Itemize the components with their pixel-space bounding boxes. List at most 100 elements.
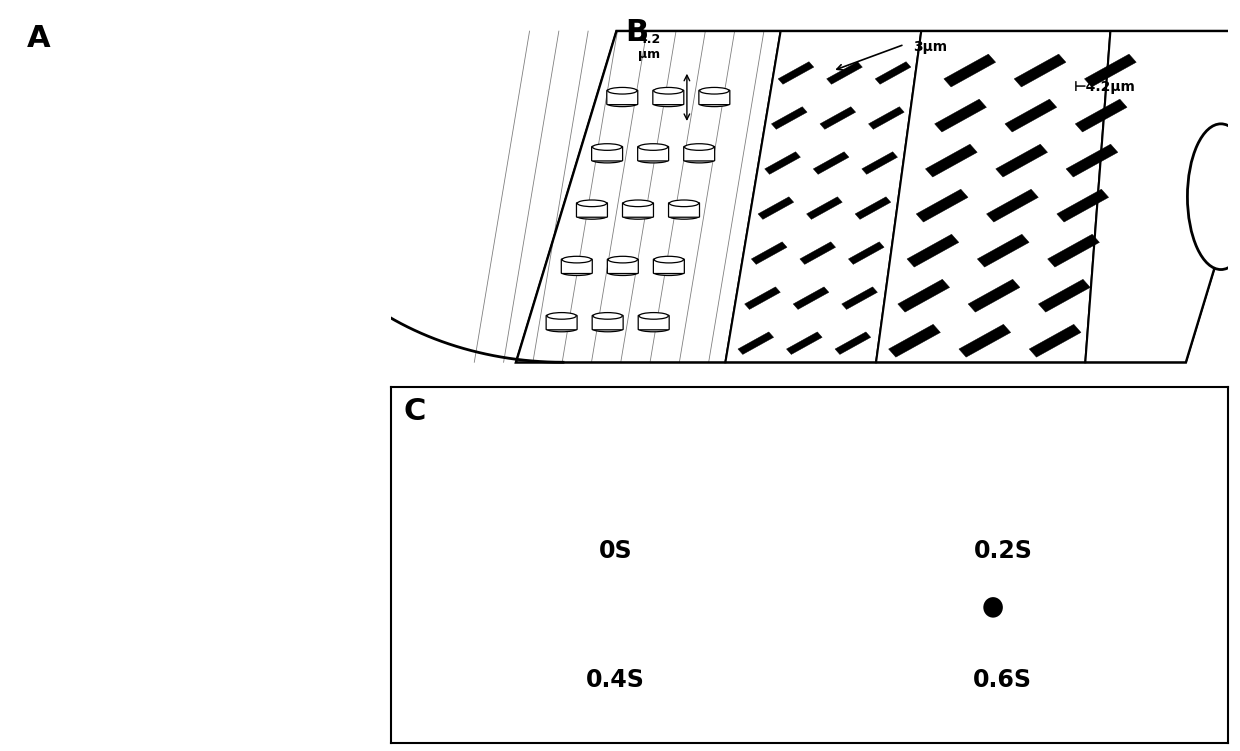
- Ellipse shape: [608, 256, 637, 263]
- FancyBboxPatch shape: [653, 259, 684, 273]
- Ellipse shape: [562, 270, 591, 276]
- Polygon shape: [875, 62, 911, 84]
- Polygon shape: [1004, 99, 1056, 132]
- Ellipse shape: [670, 214, 698, 219]
- Polygon shape: [771, 107, 807, 129]
- Polygon shape: [786, 332, 822, 354]
- FancyBboxPatch shape: [577, 203, 608, 217]
- Ellipse shape: [653, 101, 683, 107]
- Polygon shape: [745, 287, 780, 309]
- FancyBboxPatch shape: [639, 315, 670, 330]
- Polygon shape: [1085, 54, 1136, 87]
- Ellipse shape: [639, 143, 668, 150]
- Ellipse shape: [655, 256, 683, 263]
- Polygon shape: [1056, 189, 1109, 222]
- Polygon shape: [835, 332, 870, 354]
- Polygon shape: [813, 152, 849, 174]
- Text: C: C: [403, 397, 425, 427]
- Text: B: B: [625, 18, 649, 47]
- Ellipse shape: [987, 470, 1117, 485]
- Polygon shape: [925, 144, 977, 177]
- Ellipse shape: [593, 312, 622, 319]
- Polygon shape: [1048, 234, 1100, 267]
- Polygon shape: [820, 107, 856, 129]
- Ellipse shape: [920, 466, 968, 490]
- Polygon shape: [1066, 144, 1117, 177]
- Ellipse shape: [624, 469, 704, 487]
- Polygon shape: [738, 332, 774, 354]
- Polygon shape: [916, 189, 968, 222]
- Ellipse shape: [983, 597, 1003, 617]
- Ellipse shape: [624, 214, 652, 219]
- Text: 0S: 0S: [599, 539, 632, 562]
- Ellipse shape: [670, 200, 698, 207]
- Polygon shape: [779, 62, 813, 84]
- Bar: [954, 472, 987, 484]
- Polygon shape: [868, 107, 904, 129]
- Polygon shape: [725, 31, 921, 362]
- Ellipse shape: [699, 101, 729, 107]
- Ellipse shape: [578, 200, 606, 207]
- Ellipse shape: [547, 327, 577, 332]
- Polygon shape: [827, 62, 862, 84]
- Text: 0.4S: 0.4S: [587, 668, 645, 692]
- Polygon shape: [996, 144, 1048, 177]
- FancyBboxPatch shape: [699, 90, 730, 104]
- Polygon shape: [862, 152, 898, 174]
- Ellipse shape: [526, 599, 608, 616]
- Ellipse shape: [699, 87, 729, 94]
- Polygon shape: [1075, 99, 1127, 132]
- FancyBboxPatch shape: [608, 259, 639, 273]
- Ellipse shape: [684, 158, 714, 163]
- Polygon shape: [806, 197, 842, 219]
- Polygon shape: [977, 234, 1029, 267]
- Ellipse shape: [608, 270, 637, 276]
- Polygon shape: [968, 279, 1019, 312]
- Polygon shape: [889, 324, 940, 357]
- Polygon shape: [906, 234, 959, 267]
- Text: ⊢4.2μm: ⊢4.2μm: [1074, 80, 1136, 94]
- Ellipse shape: [639, 327, 668, 332]
- Polygon shape: [875, 31, 1111, 362]
- FancyBboxPatch shape: [593, 315, 624, 330]
- Ellipse shape: [624, 200, 652, 207]
- Polygon shape: [765, 152, 800, 174]
- Polygon shape: [516, 31, 1240, 362]
- Ellipse shape: [653, 87, 683, 94]
- FancyBboxPatch shape: [591, 146, 622, 161]
- FancyBboxPatch shape: [562, 259, 593, 273]
- Ellipse shape: [655, 270, 683, 276]
- Text: 4.2
μm: 4.2 μm: [639, 32, 661, 61]
- FancyBboxPatch shape: [546, 315, 577, 330]
- Ellipse shape: [593, 143, 621, 150]
- Ellipse shape: [608, 87, 637, 94]
- Text: 3μm: 3μm: [913, 40, 947, 54]
- Polygon shape: [1038, 279, 1090, 312]
- Polygon shape: [848, 242, 884, 264]
- Polygon shape: [921, 592, 996, 623]
- Polygon shape: [758, 197, 794, 219]
- FancyBboxPatch shape: [622, 203, 653, 217]
- FancyBboxPatch shape: [668, 203, 699, 217]
- Text: 0.6S: 0.6S: [973, 668, 1033, 692]
- Polygon shape: [987, 189, 1038, 222]
- Polygon shape: [944, 54, 996, 87]
- Ellipse shape: [608, 101, 637, 107]
- Ellipse shape: [547, 312, 577, 319]
- Ellipse shape: [978, 587, 1092, 628]
- Ellipse shape: [593, 158, 621, 163]
- Polygon shape: [935, 99, 986, 132]
- FancyBboxPatch shape: [652, 90, 683, 104]
- Ellipse shape: [639, 312, 668, 319]
- Ellipse shape: [485, 597, 745, 617]
- Text: 0.2S: 0.2S: [973, 539, 1032, 562]
- Polygon shape: [842, 287, 878, 309]
- Polygon shape: [1029, 324, 1081, 357]
- Polygon shape: [856, 197, 890, 219]
- Ellipse shape: [593, 327, 622, 332]
- Bar: [579, 472, 639, 484]
- Ellipse shape: [531, 460, 603, 493]
- Ellipse shape: [639, 158, 668, 163]
- FancyBboxPatch shape: [683, 146, 714, 161]
- Ellipse shape: [684, 143, 714, 150]
